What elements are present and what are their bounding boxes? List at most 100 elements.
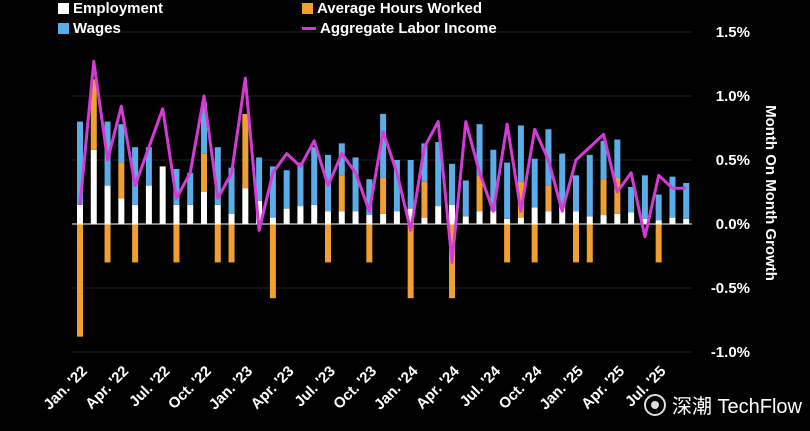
bar-wages	[531, 158, 538, 208]
bar-employment	[393, 211, 400, 224]
bar-wages	[145, 147, 152, 186]
bar-employment	[269, 217, 276, 224]
bar-employment	[476, 211, 483, 224]
bar-hours	[173, 224, 180, 263]
bar-wages	[449, 163, 455, 205]
bar-employment	[145, 185, 152, 224]
bar-wages	[655, 194, 662, 221]
bar-wages	[311, 147, 318, 205]
bar-employment	[325, 211, 331, 224]
bar-employment	[90, 149, 97, 224]
bar-employment	[187, 204, 194, 224]
bar-employment	[214, 204, 221, 224]
bar-hours	[104, 224, 111, 263]
bar-wages	[573, 175, 579, 212]
bar-hours	[132, 224, 139, 263]
income-line-layer	[78, 59, 687, 264]
bar-wages	[187, 172, 194, 205]
bar-employment	[352, 211, 359, 224]
series-line-income	[78, 59, 687, 264]
bar-group	[77, 79, 690, 337]
bar-wages	[407, 160, 414, 209]
bar-hours	[586, 224, 593, 263]
bar-employment	[449, 204, 455, 224]
bar-wages	[228, 167, 235, 214]
bar-employment	[517, 217, 524, 224]
x-tick-label: Jan. '24	[371, 362, 422, 413]
bar-hours	[338, 175, 345, 212]
y-tick-label: 0.0%	[716, 216, 750, 233]
bar-hours	[366, 224, 373, 263]
bar-employment	[173, 204, 180, 224]
x-tick-label: Jan. '23	[206, 363, 257, 414]
bar-employment	[297, 206, 304, 224]
bar-hours	[573, 224, 579, 263]
bar-employment	[421, 217, 428, 224]
bar-hours	[228, 224, 235, 263]
bar-wages	[118, 124, 125, 163]
x-tick-label: Oct. '22	[165, 363, 215, 413]
x-tick-label: Jan. '25	[536, 363, 587, 414]
legend-label-hours: Average Hours Worked	[317, 0, 483, 17]
bar-hours	[325, 224, 331, 263]
bar-employment	[641, 218, 648, 224]
bar-employment	[490, 211, 497, 224]
legend-item-employment: Employment	[58, 0, 163, 17]
bar-employment	[311, 204, 318, 224]
bar-wages	[559, 153, 566, 205]
bar-hours	[545, 185, 552, 212]
bar-wages	[421, 143, 428, 182]
bar-wages	[586, 154, 593, 217]
bar-employment	[614, 213, 621, 224]
bar-wages	[269, 166, 276, 218]
bar-employment	[256, 200, 263, 224]
x-tick-label: Oct. '23	[330, 363, 380, 413]
bar-employment	[573, 211, 579, 224]
bar-hours	[421, 181, 428, 218]
bar-wages	[77, 121, 83, 205]
bar-hours	[407, 224, 414, 299]
bar-employment	[159, 166, 166, 224]
bar-employment	[545, 211, 552, 224]
bar-employment	[559, 204, 566, 224]
bar-wages	[201, 102, 207, 154]
bar-employment	[132, 204, 139, 224]
bar-wages	[641, 175, 648, 219]
watermark: 深潮 TechFlow	[643, 390, 802, 419]
bar-wages	[338, 143, 345, 176]
legend-label-wages: Wages	[73, 20, 121, 37]
bar-hours	[118, 162, 125, 199]
watermark-text: 深潮 TechFlow	[671, 396, 802, 418]
bar-hours	[504, 224, 511, 263]
bar-employment	[669, 217, 676, 224]
bar-employment	[683, 218, 690, 224]
bar-wages	[628, 186, 635, 213]
legend-item-wages: Wages	[58, 20, 121, 37]
x-tick-label: Jan. '22	[40, 363, 91, 414]
x-tick-label: Apr. '22	[82, 363, 132, 413]
bar-wages	[380, 113, 387, 178]
bar-wages	[173, 168, 180, 205]
bar-hours	[476, 175, 483, 212]
bar-wages	[504, 162, 511, 219]
bar-employment	[366, 215, 373, 224]
bar-employment	[435, 206, 442, 224]
bar-hours	[242, 113, 249, 189]
techflow-logo-icon	[643, 393, 666, 416]
bar-hours	[517, 181, 524, 218]
y-tick-label: 0.5%	[716, 152, 750, 169]
bar-wages	[352, 157, 359, 212]
bar-wages	[132, 147, 139, 205]
bar-employment	[228, 213, 235, 224]
bar-wages	[476, 124, 483, 176]
bar-employment	[118, 198, 125, 224]
bar-hours	[600, 179, 607, 216]
bar-wages	[393, 160, 400, 212]
bar-wages	[214, 147, 221, 205]
bar-hours	[614, 177, 621, 214]
bar-wages	[600, 140, 607, 180]
bar-hours	[380, 177, 387, 214]
bar-employment	[77, 204, 83, 224]
